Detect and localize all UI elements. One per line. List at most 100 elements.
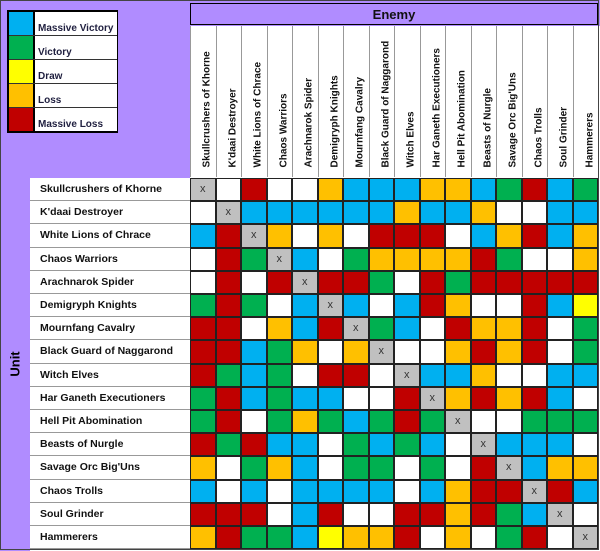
matchup-cell [496,410,522,434]
matchup-cell [572,433,598,457]
legend-entry: Loss [9,84,117,108]
matchup-cell [317,178,343,202]
matchup-cell [215,224,241,248]
matchup-cell [445,433,471,457]
matchup-cell [292,294,318,318]
column-header: Soul Grinder [547,26,573,177]
matchup-cell [445,502,471,526]
matchup-cell [521,386,547,410]
matchup-cell [343,386,369,410]
matchup-cell [572,502,598,526]
legend-swatch [9,60,35,83]
legend-label: Massive Loss [38,119,104,130]
column-header: Chaos Trolls [521,26,547,177]
matchup-cell [470,224,496,248]
matchup-cell [266,224,292,248]
matchup-cell [419,456,445,480]
matchup-cell [547,294,573,318]
matchup-cell [470,247,496,271]
matchup-cell [572,410,598,434]
matchup-cell [215,178,241,202]
row-header: Soul Grinder [30,502,190,526]
matchup-cell [419,317,445,341]
matchup-cell [547,363,573,387]
matchup-cell [241,178,267,202]
row-header: Hell Pit Abomination [30,410,190,434]
matchup-cell [317,224,343,248]
matchup-cell [368,178,394,202]
matchup-cell [292,410,318,434]
matchup-cell [547,178,573,202]
matchup-cell [419,224,445,248]
matchup-cell [419,363,445,387]
legend-entry: Massive Victory [9,12,117,36]
matchup-cell [572,294,598,318]
matchup-cell [215,526,241,550]
matchup-cell [521,526,547,550]
matchup-cell [521,247,547,271]
matchup-cell [343,456,369,480]
column-header: Hammerers [572,26,598,177]
matchup-cell [317,433,343,457]
matchup-cell [496,526,522,550]
legend-swatch [9,12,35,35]
matchup-cell [521,294,547,318]
matchup-cell [572,247,598,271]
matchup-cell [496,294,522,318]
matchup-cell [521,456,547,480]
legend-swatch [9,84,35,107]
matchup-cell [343,526,369,550]
column-label: K'daai Destroyer [227,88,239,168]
column-header: Skullcrushers of Khorne [190,26,216,177]
matchup-cell [394,386,420,410]
matchup-cell [470,502,496,526]
matchup-cell [190,224,216,248]
matchup-cell [368,479,394,503]
matchup-cell [368,224,394,248]
matchup-cell [419,247,445,271]
matchup-cell [215,247,241,271]
row-header: Chaos Trolls [30,479,190,503]
matchup-cell [547,526,573,550]
matchup-cell [394,502,420,526]
matchup-cell [317,270,343,294]
matchup-cell [394,224,420,248]
matchup-cell [368,386,394,410]
matchup-cell [547,224,573,248]
column-label: Black Guard of Naggarond [380,40,392,168]
matchup-cell [190,247,216,271]
matchup-cell [343,340,369,364]
matchup-cell [496,178,522,202]
matchup-cell [470,479,496,503]
column-label: Demigryph Knights [329,75,341,168]
matchup-cell [266,526,292,550]
matchup-cell [394,340,420,364]
matchup-cell [241,433,267,457]
legend-entry: Massive Loss [9,108,117,131]
matchup-cell [521,270,547,294]
matchup-cell [445,526,471,550]
matchup-cell [317,340,343,364]
matchup-cell [317,386,343,410]
matchup-cell [394,526,420,550]
matchup-cell [419,294,445,318]
matchup-cell [215,502,241,526]
matchup-cell [470,456,496,480]
matchup-cell [317,247,343,271]
matchup-cell [394,317,420,341]
row-header: Skullcrushers of Khorne [30,178,190,202]
matchup-cell [394,247,420,271]
matchup-cell [394,201,420,225]
enemy-axis-title: Enemy [190,3,598,25]
matchup-cell [445,224,471,248]
matchup-cell [343,201,369,225]
matchup-cell [317,479,343,503]
legend-label: Victory [38,47,72,58]
matchup-cell [241,526,267,550]
matchup-cell [317,456,343,480]
matchup-cell [572,201,598,225]
matchup-cell [292,386,318,410]
matchup-cell: x [215,201,241,225]
matchup-cell [496,502,522,526]
